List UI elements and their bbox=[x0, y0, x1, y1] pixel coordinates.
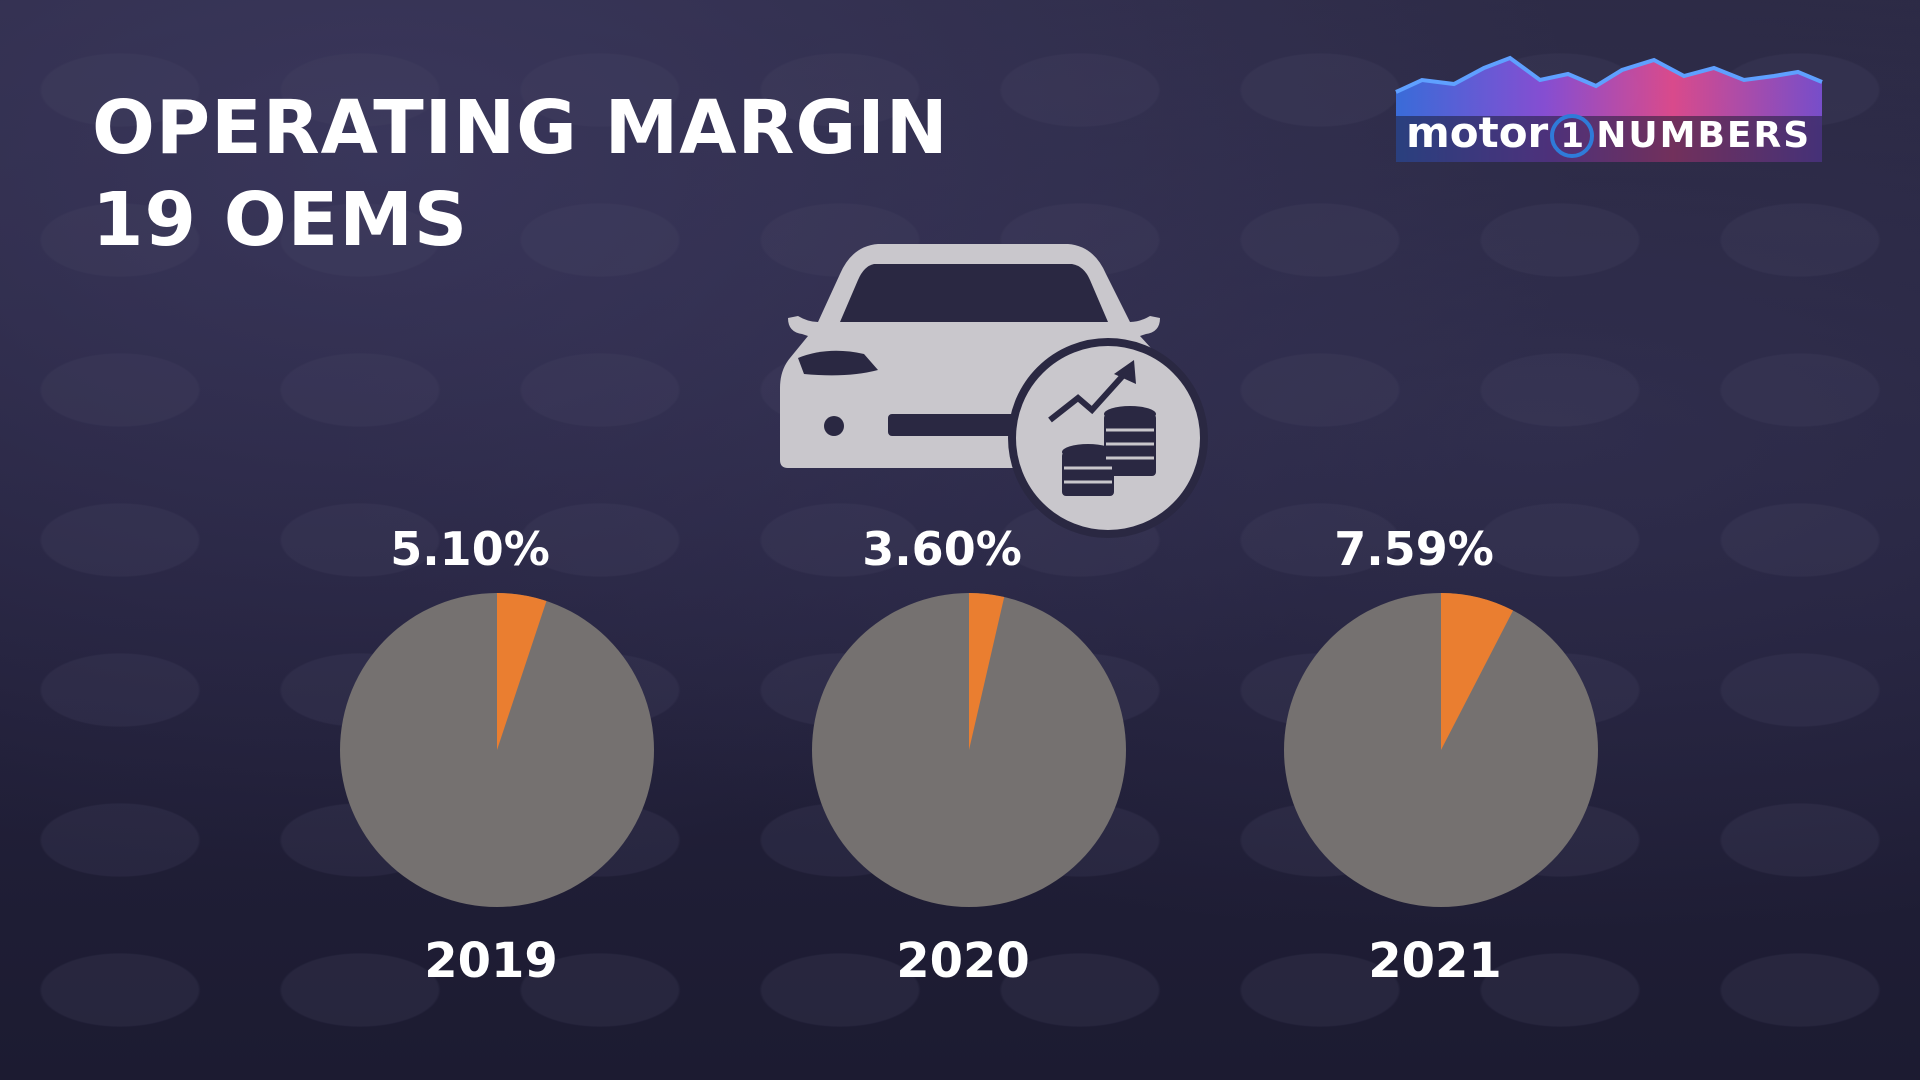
pie-margin-slice bbox=[497, 593, 547, 750]
pie-value-label: 5.10% bbox=[390, 522, 550, 576]
pie-value-label: 7.59% bbox=[1334, 522, 1494, 576]
pie-value-label: 3.60% bbox=[862, 522, 1022, 576]
pie-margin-slice bbox=[969, 593, 1005, 750]
car-money-growth-icon bbox=[780, 244, 1208, 538]
page-title: OPERATING MARGIN 19 OEMS bbox=[92, 82, 949, 266]
logo-brand-text: motor bbox=[1406, 108, 1549, 157]
logo-wordmark: motor 1 NUMBERS bbox=[1406, 108, 1811, 158]
pie-year-label: 2021 bbox=[1368, 933, 1502, 989]
motor1-numbers-logo: motor 1 NUMBERS bbox=[1392, 50, 1826, 172]
logo-suffix-text: NUMBERS bbox=[1596, 115, 1812, 156]
title-line-1: OPERATING MARGIN bbox=[92, 85, 949, 171]
pie-2020: 3.60% 2020 bbox=[812, 522, 1126, 989]
logo-skyline-icon bbox=[1395, 55, 1823, 162]
title-line-2: 19 OEMS bbox=[92, 177, 469, 263]
pie-margin-slice bbox=[1441, 593, 1514, 750]
logo-one-mark: 1 bbox=[1550, 113, 1595, 158]
pie-2019: 5.10% 2019 bbox=[340, 522, 654, 989]
pie-year-label: 2019 bbox=[424, 933, 558, 989]
pie-2021: 7.59% 2021 bbox=[1284, 522, 1598, 989]
pie-year-label: 2020 bbox=[896, 933, 1030, 989]
